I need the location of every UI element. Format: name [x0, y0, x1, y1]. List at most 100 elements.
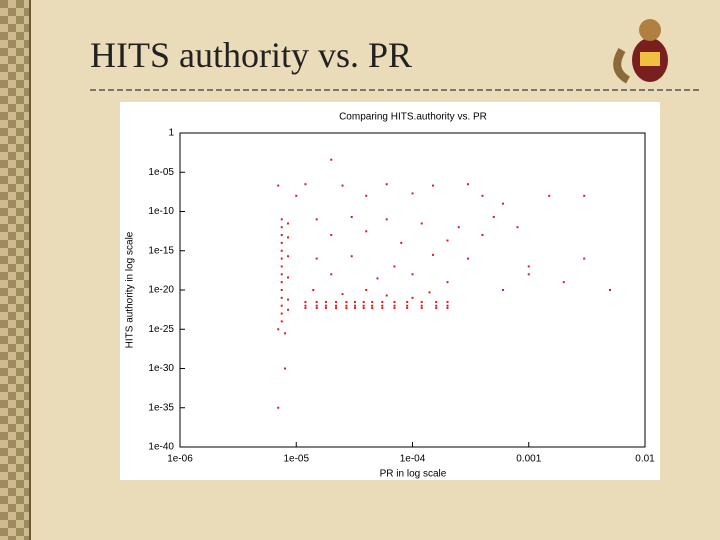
point [341, 184, 344, 187]
y-tick-label: 1e-20 [148, 285, 174, 296]
x-tick-label: 1e-05 [283, 454, 309, 465]
point [304, 307, 307, 310]
point [435, 300, 438, 303]
point [283, 332, 286, 335]
point [527, 265, 530, 268]
point [516, 226, 519, 229]
point [420, 304, 423, 307]
chart-background [120, 102, 660, 480]
point [350, 215, 353, 218]
y-tick-label: 1e-35 [148, 402, 174, 413]
point [420, 300, 423, 303]
point [406, 307, 409, 310]
y-tick-label: 1 [168, 128, 174, 139]
point [280, 281, 283, 284]
point [446, 281, 449, 284]
point [287, 298, 290, 301]
point [393, 300, 396, 303]
point [362, 300, 365, 303]
point [527, 273, 530, 276]
point [481, 194, 484, 197]
point [406, 304, 409, 307]
point [466, 183, 469, 186]
point [280, 241, 283, 244]
y-tick-label: 1e-40 [148, 442, 174, 453]
point [353, 300, 356, 303]
point [406, 300, 409, 303]
y-tick-label: 1e-05 [148, 167, 174, 178]
point [435, 307, 438, 310]
point [393, 265, 396, 268]
point [583, 257, 586, 260]
point [345, 307, 348, 310]
point [280, 257, 283, 260]
point [277, 184, 280, 187]
x-tick-label: 0.01 [635, 454, 655, 465]
point [446, 239, 449, 242]
point [365, 194, 368, 197]
point [350, 255, 353, 258]
x-axis-label: PR in log scale [380, 469, 447, 480]
point [295, 194, 298, 197]
slide-title: HITS authority vs. PR [90, 35, 412, 75]
x-tick-label: 1e-06 [167, 454, 193, 465]
point [312, 289, 315, 291]
point [335, 307, 338, 310]
point [353, 307, 356, 310]
point [280, 265, 283, 268]
point [420, 307, 423, 310]
point [315, 307, 318, 310]
point [353, 304, 356, 307]
point [324, 304, 327, 307]
mascot [613, 19, 668, 84]
x-tick-label: 1e-04 [400, 454, 426, 465]
point [287, 308, 290, 311]
y-tick-label: 1e-10 [148, 206, 174, 217]
point [548, 194, 551, 197]
point [492, 215, 495, 218]
point [280, 320, 283, 323]
point [280, 273, 283, 276]
y-tick-label: 1e-30 [148, 363, 174, 374]
point [315, 300, 318, 303]
point [345, 304, 348, 307]
y-tick-label: 1e-15 [148, 245, 174, 256]
point [362, 307, 365, 310]
point [315, 257, 318, 260]
point [385, 294, 388, 297]
point [280, 218, 283, 221]
point [304, 304, 307, 307]
chart-title: Comparing HITS.authority vs. PR [339, 112, 487, 123]
point [280, 226, 283, 229]
point [365, 289, 368, 291]
point [280, 296, 283, 299]
x-tick-label: 0.001 [516, 454, 541, 465]
y-tick-label: 1e-25 [148, 324, 174, 335]
point [446, 304, 449, 307]
point [428, 291, 431, 294]
point [411, 192, 414, 195]
point [283, 367, 286, 370]
point [371, 304, 374, 307]
point [287, 222, 290, 225]
point [431, 184, 434, 187]
y-axis-label: HITS authority in log scale [125, 231, 136, 348]
point [381, 300, 384, 303]
point [385, 183, 388, 186]
point [411, 273, 414, 276]
point [287, 255, 290, 258]
point [324, 307, 327, 310]
point [315, 304, 318, 307]
point [330, 158, 333, 161]
point [609, 289, 612, 291]
point [385, 218, 388, 221]
point [420, 222, 423, 225]
point [280, 304, 283, 307]
point [562, 281, 565, 284]
point [341, 293, 344, 296]
point [411, 296, 414, 299]
point [324, 300, 327, 303]
point [481, 234, 484, 237]
